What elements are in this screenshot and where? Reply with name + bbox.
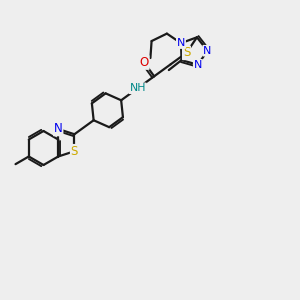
- Text: S: S: [183, 46, 190, 59]
- Text: NH: NH: [129, 83, 146, 93]
- Text: N: N: [54, 122, 63, 136]
- Text: O: O: [140, 56, 149, 69]
- Text: S: S: [71, 145, 78, 158]
- Text: N: N: [177, 38, 185, 48]
- Text: N: N: [203, 46, 212, 56]
- Text: N: N: [194, 60, 202, 70]
